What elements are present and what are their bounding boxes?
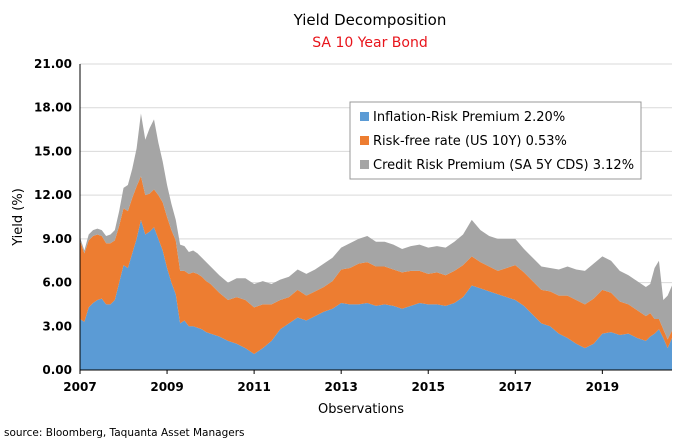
y-tick-label: 12.00 bbox=[34, 188, 72, 202]
y-tick-labels: 0.00 3.00 6.00 9.00 12.00 15.00 18.00 21.00 bbox=[34, 57, 72, 377]
legend-swatch bbox=[360, 136, 369, 145]
legend-label: Inflation-Risk Premium 2.20% bbox=[373, 110, 565, 125]
legend-box bbox=[349, 101, 642, 180]
x-tick-label: 2017 bbox=[499, 380, 532, 394]
legend-label: Risk-free rate (US 10Y) 0.53% bbox=[373, 134, 567, 149]
legend-label: Credit Risk Premium (SA 5Y CDS) 3.12% bbox=[373, 158, 634, 173]
area-series-2 bbox=[80, 176, 672, 354]
area-series-3 bbox=[80, 113, 672, 340]
y-tick-label: 9.00 bbox=[42, 232, 72, 246]
y-tick-label: 6.00 bbox=[42, 276, 72, 290]
chart-title: Yield Decomposition bbox=[293, 11, 447, 29]
x-tick-label: 2007 bbox=[63, 380, 96, 394]
legend: Inflation-Risk Premium 2.20% Risk-free ra… bbox=[349, 101, 642, 180]
y-axis-label: Yield (%) bbox=[11, 188, 26, 247]
y-tick-label: 0.00 bbox=[42, 363, 72, 377]
source-note: source: Bloomberg, Taquanta Asset Manage… bbox=[4, 427, 244, 439]
x-tick-label: 2009 bbox=[150, 380, 183, 394]
y-tick-label: 15.00 bbox=[34, 144, 72, 158]
y-tick-label: 18.00 bbox=[34, 101, 72, 115]
y-tick-label: 21.00 bbox=[34, 57, 72, 71]
y-tick-label: 3.00 bbox=[42, 319, 72, 333]
x-tick-label: 2011 bbox=[237, 380, 270, 394]
x-tick-labels: 2007 2009 2011 2013 2015 2017 2019 bbox=[63, 370, 619, 394]
legend-swatch bbox=[360, 160, 369, 169]
x-axis-label: Observations bbox=[318, 402, 404, 417]
x-tick-label: 2013 bbox=[324, 380, 357, 394]
legend-swatch bbox=[360, 112, 369, 121]
chart-subtitle: SA 10 Year Bond bbox=[312, 35, 427, 51]
stacked-areas bbox=[80, 113, 672, 370]
area-series-1 bbox=[80, 219, 672, 370]
x-tick-label: 2019 bbox=[586, 380, 619, 394]
x-tick-label: 2015 bbox=[412, 380, 445, 394]
